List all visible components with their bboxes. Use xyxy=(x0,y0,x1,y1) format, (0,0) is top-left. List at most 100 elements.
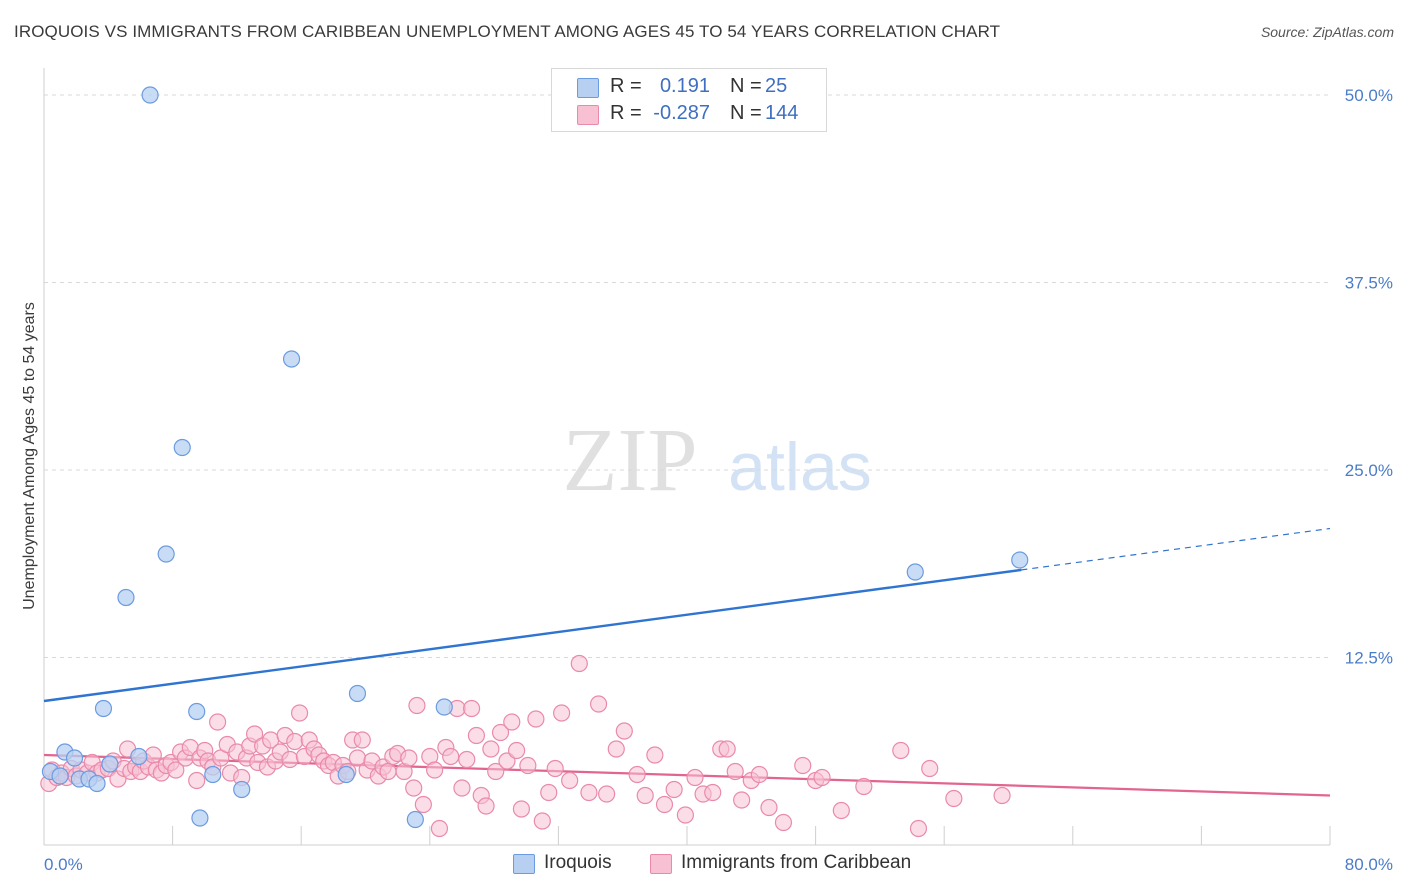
y-tick-label: 12.5% xyxy=(1345,649,1393,668)
iroquois-trend-line xyxy=(43,568,1022,703)
caribbean-point xyxy=(945,789,963,808)
caribbean-point xyxy=(855,777,873,796)
caribbean-point xyxy=(281,750,299,769)
iroquois-point xyxy=(348,684,367,703)
caribbean-point xyxy=(570,654,588,673)
iroquois-point xyxy=(233,780,251,799)
r-label: R = xyxy=(610,75,642,97)
caribbean-point xyxy=(462,699,481,718)
caribbean-point xyxy=(290,704,309,722)
iroquois-point xyxy=(435,698,453,716)
caribbean-point xyxy=(188,771,206,790)
n-label: N = xyxy=(730,102,762,124)
caribbean-point xyxy=(921,759,939,778)
r-label: R = xyxy=(610,102,642,124)
x-tick-label: 0.0% xyxy=(44,855,83,874)
caribbean-point xyxy=(718,740,736,758)
iroquois-point xyxy=(204,765,222,784)
caribbean-point xyxy=(615,722,633,740)
caribbean-point xyxy=(453,779,471,797)
caribbean-point xyxy=(467,726,486,745)
caribbean-point xyxy=(628,765,646,784)
caribbean-point xyxy=(665,780,683,799)
caribbean-point xyxy=(646,746,664,764)
iroquois-point xyxy=(1011,551,1029,569)
iroquois-point xyxy=(88,774,106,793)
x-tick-label: 80.0% xyxy=(1345,855,1393,874)
caribbean-point xyxy=(676,806,694,824)
caribbean-point xyxy=(589,695,608,713)
caribbean-point xyxy=(400,749,418,767)
caribbean-legend-swatch xyxy=(650,854,672,874)
iroquois-point xyxy=(157,545,175,563)
iroquois-point xyxy=(141,86,159,104)
y-tick-label: 37.5% xyxy=(1345,274,1393,293)
caribbean-point xyxy=(209,713,227,731)
watermark-zip: ZIP xyxy=(563,411,698,510)
iroquois-point xyxy=(101,755,119,773)
caribbean-point xyxy=(733,791,751,809)
iroquois-point xyxy=(191,809,209,827)
caribbean-point xyxy=(533,812,551,830)
caribbean-point xyxy=(704,783,722,802)
caribbean-point xyxy=(353,731,371,749)
caribbean-point xyxy=(607,740,625,758)
n-value: 25 xyxy=(765,75,788,97)
caribbean-point xyxy=(512,800,531,818)
caribbean-point xyxy=(167,761,185,779)
caribbean-point xyxy=(405,779,423,797)
iroquois-point xyxy=(117,588,135,607)
caribbean-point xyxy=(580,783,598,802)
caribbean-point xyxy=(540,783,558,802)
iroquois-point xyxy=(51,767,69,785)
caribbean-point xyxy=(508,741,526,760)
n-value: 144 xyxy=(765,102,799,124)
caribbean-point xyxy=(553,704,571,722)
caribbean-point xyxy=(832,801,850,820)
caribbean-point xyxy=(245,725,264,743)
caribbean-point xyxy=(379,762,397,781)
y-tick-label: 25.0% xyxy=(1345,461,1393,480)
caribbean-point xyxy=(487,762,505,781)
correlation-legend: R = 0.191 N = 25 R = -0.287 N = 144 xyxy=(551,68,827,132)
caribbean-point xyxy=(498,752,516,770)
caribbean-point xyxy=(430,819,449,838)
caribbean-point xyxy=(813,768,831,787)
iroquois-trend-extension xyxy=(1021,527,1331,571)
caribbean-point xyxy=(546,759,564,778)
caribbean-point xyxy=(794,756,812,775)
iroquois-point xyxy=(173,438,191,457)
caribbean-swatch xyxy=(577,105,599,125)
caribbean-point xyxy=(655,795,674,814)
iroquois-point xyxy=(282,350,301,368)
caribbean-point xyxy=(774,813,793,832)
caribbean-point xyxy=(686,768,704,787)
n-label: N = xyxy=(730,75,762,97)
iroquois-point xyxy=(65,749,84,767)
watermark-atlas: atlas xyxy=(728,429,872,505)
iroquois-point xyxy=(337,765,355,784)
caribbean-point xyxy=(482,740,500,758)
iroquois-point xyxy=(906,563,924,581)
caribbean-point xyxy=(892,741,910,760)
iroquois-point xyxy=(130,747,148,766)
caribbean-point xyxy=(760,798,778,817)
caribbean-point xyxy=(527,710,545,728)
series-legend: Iroquois Immigrants from Caribbean xyxy=(0,852,1406,878)
caribbean-point xyxy=(519,756,537,775)
caribbean-point xyxy=(561,771,579,790)
caribbean-point xyxy=(442,747,460,766)
iroquois-point xyxy=(188,702,206,721)
y-tick-label: 50.0% xyxy=(1345,86,1393,105)
caribbean-point xyxy=(458,750,476,769)
iroquois-point xyxy=(94,699,113,718)
caribbean-point xyxy=(503,713,521,731)
caribbean-point xyxy=(414,795,432,814)
iroquois-legend-swatch xyxy=(513,854,535,874)
caribbean-point xyxy=(408,696,426,715)
legend-label-caribbean: Immigrants from Caribbean xyxy=(681,852,912,873)
caribbean-point xyxy=(477,797,495,815)
iroquois-point xyxy=(406,810,424,829)
caribbean-point xyxy=(993,786,1011,805)
